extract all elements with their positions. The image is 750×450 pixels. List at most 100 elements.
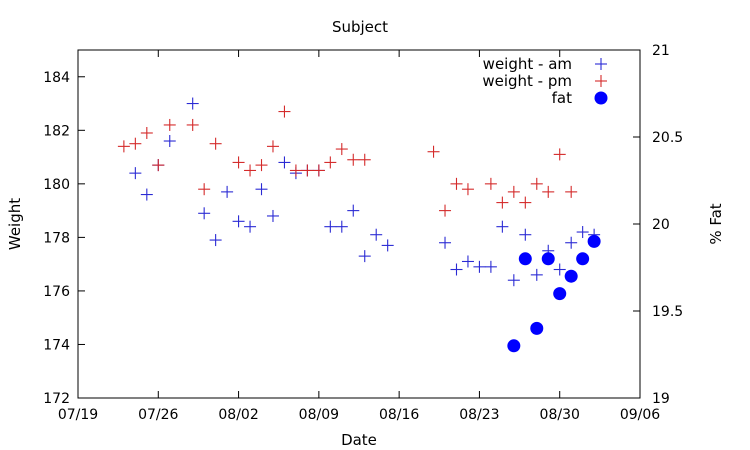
data-point: [278, 105, 291, 118]
data-point: [221, 185, 234, 198]
legend-marker: [594, 91, 608, 105]
data-point: [541, 252, 555, 266]
x-tick-label: 08/16: [379, 407, 419, 423]
y-axis-right: 19 19.5 20 20.5 21: [633, 43, 683, 407]
series-fat: [507, 234, 601, 353]
data-point: [576, 226, 589, 239]
x-tick-label: 08/23: [459, 407, 499, 423]
data-point: [496, 196, 509, 209]
data-point: [347, 153, 360, 166]
y2-tick-label: 19: [652, 391, 670, 407]
y2-tick-label: 19.5: [652, 304, 683, 320]
y-tick-label: 172: [43, 391, 70, 407]
data-point: [232, 156, 245, 169]
data-point: [450, 263, 463, 276]
chart-title: Subject: [332, 18, 388, 36]
data-point: [370, 228, 383, 241]
y2-tick-label: 20.5: [652, 130, 683, 146]
y-tick-label: 174: [43, 337, 70, 353]
data-point: [312, 164, 325, 177]
data-point: [232, 215, 245, 228]
x-tick-label: 08/09: [299, 407, 339, 423]
y-axis-left: 172 174 176 178 180 182 184: [43, 70, 85, 407]
data-point: [473, 260, 486, 273]
data-point: [461, 183, 474, 196]
data-point: [565, 236, 578, 249]
data-point: [209, 137, 222, 150]
data-point: [507, 274, 520, 287]
y-tick-label: 182: [43, 123, 70, 139]
data-point: [129, 137, 142, 150]
data-point: [244, 220, 257, 233]
data-point: [140, 188, 153, 201]
x-tick-label: 07/26: [138, 407, 178, 423]
data-point: [244, 164, 257, 177]
data-point: [358, 153, 371, 166]
data-point: [496, 220, 509, 233]
y-tick-label: 180: [43, 177, 70, 193]
data-point: [255, 183, 268, 196]
x-tick-label: 08/30: [540, 407, 580, 423]
data-point: [266, 209, 279, 222]
data-point: [450, 177, 463, 190]
data-point: [152, 159, 165, 172]
data-series: [117, 97, 601, 353]
legend-marker: [595, 75, 607, 87]
data-point: [163, 135, 176, 148]
data-point: [358, 250, 371, 263]
data-point: [255, 159, 268, 172]
data-point: [335, 143, 348, 156]
series-weight-pm: [117, 105, 578, 217]
data-point: [461, 255, 474, 268]
x-axis: 07/19 07/26 08/02 08/09 08/16 08/23 08/30 09/06: [58, 50, 660, 423]
legend-marker: [595, 58, 607, 70]
data-point: [278, 156, 291, 169]
y-tick-label: 178: [43, 230, 70, 246]
data-point: [347, 204, 360, 217]
data-point: [519, 228, 532, 241]
data-point: [518, 252, 532, 266]
data-point: [186, 97, 199, 110]
data-point: [335, 220, 348, 233]
legend-label: weight - pm: [482, 72, 572, 90]
data-point: [484, 260, 497, 273]
y2-axis-label: % Fat: [707, 203, 725, 244]
data-point: [587, 234, 601, 248]
data-point: [209, 234, 222, 247]
data-point: [542, 185, 555, 198]
data-point: [484, 177, 497, 190]
x-tick-label: 09/06: [620, 407, 660, 423]
data-point: [427, 145, 440, 158]
y2-tick-label: 20: [652, 217, 670, 233]
data-point: [117, 140, 130, 153]
data-point: [163, 118, 176, 131]
data-point: [439, 236, 452, 249]
data-point: [289, 164, 302, 177]
y2-tick-label: 21: [652, 43, 670, 59]
y-tick-label: 176: [43, 284, 70, 300]
data-point: [565, 185, 578, 198]
x-axis-label: Date: [341, 431, 377, 449]
data-point: [381, 239, 394, 252]
data-point: [553, 263, 566, 276]
data-point: [324, 220, 337, 233]
data-point: [530, 268, 543, 281]
data-point: [140, 126, 153, 139]
data-point: [553, 148, 566, 161]
data-point: [576, 252, 590, 266]
data-point: [186, 118, 199, 131]
y-tick-label: 184: [43, 70, 70, 86]
data-point: [129, 167, 142, 180]
data-point: [301, 164, 314, 177]
legend-label: fat: [552, 89, 572, 107]
data-point: [439, 204, 452, 217]
data-point: [530, 321, 544, 335]
x-tick-label: 08/02: [218, 407, 258, 423]
data-point: [507, 185, 520, 198]
data-point: [198, 183, 211, 196]
data-point: [530, 177, 543, 190]
y-axis-label: Weight: [6, 198, 24, 250]
data-point: [553, 287, 567, 301]
